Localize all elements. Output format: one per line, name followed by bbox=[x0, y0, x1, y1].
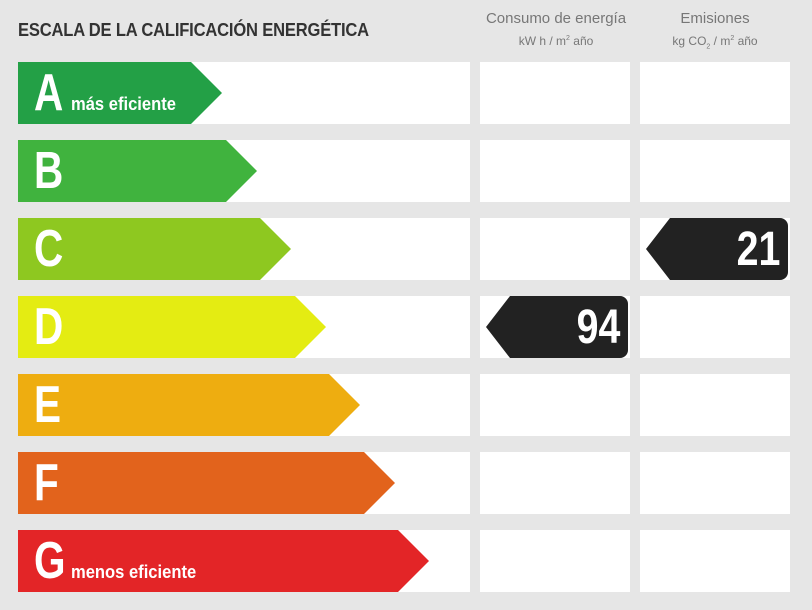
rating-arrow-e: E bbox=[18, 374, 360, 436]
rating-letter: B bbox=[34, 142, 64, 200]
emissions-rating-badge-value: 21 bbox=[736, 223, 780, 276]
energy-column-unit: kW h / m2 año bbox=[518, 34, 594, 48]
emissions-cell bbox=[640, 530, 790, 592]
emissions-column-header: Emisiones kg CO2 / m2 año bbox=[640, 10, 790, 55]
energy-cell: 94 bbox=[480, 296, 630, 358]
emissions-cell bbox=[640, 140, 790, 202]
chart-title: ESCALA DE LA CALIFICACIÓN ENERGÉTICA bbox=[18, 20, 369, 40]
rating-row-e: E bbox=[18, 374, 790, 436]
energy-cell bbox=[480, 530, 630, 592]
emissions-rating-badge: 21 bbox=[646, 218, 788, 280]
energy-cell bbox=[480, 374, 630, 436]
emissions-column-label: Emisiones bbox=[680, 10, 750, 27]
energy-cell bbox=[480, 140, 630, 202]
energy-cell bbox=[480, 62, 630, 124]
rating-arrow-c: C bbox=[18, 218, 291, 280]
energy-column-header: Consumo de energía kW h / m2 año bbox=[480, 10, 632, 49]
energy-rating-badge: 94 bbox=[486, 296, 628, 358]
rating-row-c: C 21 bbox=[18, 218, 790, 280]
energy-rating-badge-value: 94 bbox=[576, 301, 620, 354]
rating-letter: D bbox=[34, 298, 64, 356]
rating-sublabel: más eficiente bbox=[71, 94, 176, 114]
rating-arrow-b: B bbox=[18, 140, 257, 202]
emissions-cell bbox=[640, 62, 790, 124]
energy-cell bbox=[480, 218, 630, 280]
rating-letter: C bbox=[34, 220, 64, 278]
energy-column-label: Consumo de energía bbox=[485, 10, 627, 27]
rating-sublabel: menos eficiente bbox=[71, 562, 197, 582]
rating-letter: F bbox=[34, 454, 59, 512]
rating-letter: G bbox=[34, 532, 66, 590]
emissions-cell bbox=[640, 374, 790, 436]
rating-arrow-d: D bbox=[18, 296, 326, 358]
rating-letter: E bbox=[34, 376, 62, 434]
rating-row-d: D 94 bbox=[18, 296, 790, 358]
rating-arrow-f: F bbox=[18, 452, 395, 514]
emissions-cell bbox=[640, 452, 790, 514]
emissions-cell bbox=[640, 296, 790, 358]
energy-cell bbox=[480, 452, 630, 514]
rating-row-b: B bbox=[18, 140, 790, 202]
emissions-cell: 21 bbox=[640, 218, 790, 280]
rating-row-f: F bbox=[18, 452, 790, 514]
rating-letter: A bbox=[34, 64, 64, 122]
emissions-column-unit: kg CO2 / m2 año bbox=[672, 34, 758, 51]
